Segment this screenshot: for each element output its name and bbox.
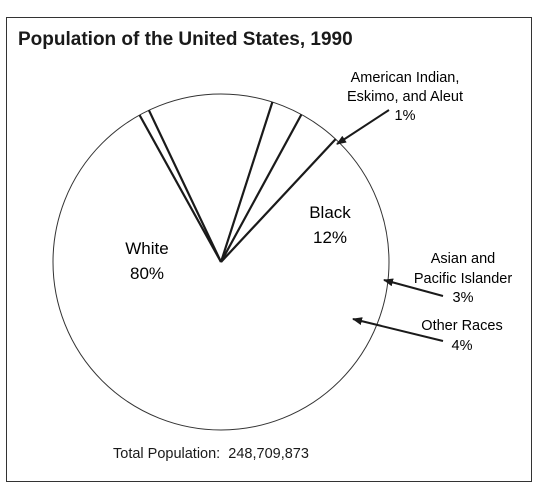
callout-label-other-races: Other Races (421, 318, 502, 334)
callout-value-american-indian: 1% (395, 108, 416, 124)
boundary-american-indian-black (147, 109, 222, 263)
callout-arrow-other-races (352, 317, 444, 342)
total-population-value: 248,709,873 (228, 446, 309, 462)
callout-label-asian-line1: Asian and (431, 251, 496, 267)
callout-value-other-races: 4% (452, 338, 473, 354)
callout-arrows (336, 109, 444, 342)
slice-boundaries (138, 101, 337, 263)
slice-value-black: 12% (313, 228, 347, 247)
slice-value-white: 80% (130, 264, 164, 283)
boundary-black-asian (219, 101, 274, 263)
slice-label-white: White (125, 239, 168, 258)
chart-frame (6, 17, 532, 482)
chart-title: Population of the United States, 1990 (18, 29, 353, 50)
boundary-asian-other (220, 113, 303, 263)
callout-value-asian: 3% (453, 290, 474, 306)
callout-label-american-indian-line1: American Indian, (351, 70, 460, 86)
callout-label-asian-line2: Pacific Islander (414, 271, 512, 287)
callout-arrow-asian (383, 278, 444, 297)
boundary-other-white (220, 138, 337, 263)
total-population: Total Population: 248,709,873 (113, 446, 309, 462)
total-population-label: Total Population: (113, 446, 221, 462)
callout-label-american-indian-line2: Eskimo, and Aleut (347, 89, 463, 105)
boundary-white-american-indian (138, 114, 222, 263)
callout-arrow-american-indian (336, 109, 390, 145)
slice-label-black: Black (309, 203, 351, 222)
